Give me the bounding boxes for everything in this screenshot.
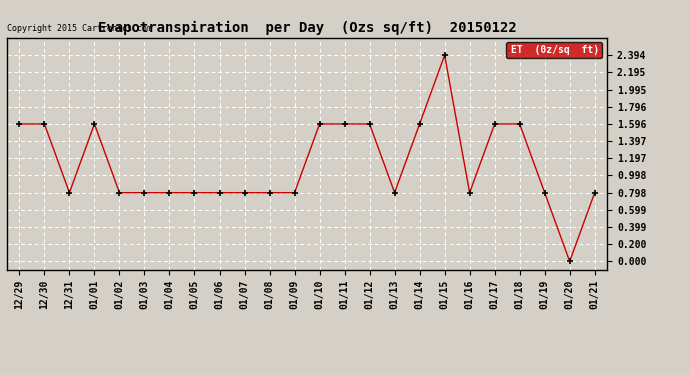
Title: Evapotranspiration  per Day  (Ozs sq/ft)  20150122: Evapotranspiration per Day (Ozs sq/ft) 2… [98,21,516,35]
Text: Copyright 2015 Cartronics.com: Copyright 2015 Cartronics.com [7,24,152,33]
Legend: ET  (0z/sq  ft): ET (0z/sq ft) [506,42,602,58]
